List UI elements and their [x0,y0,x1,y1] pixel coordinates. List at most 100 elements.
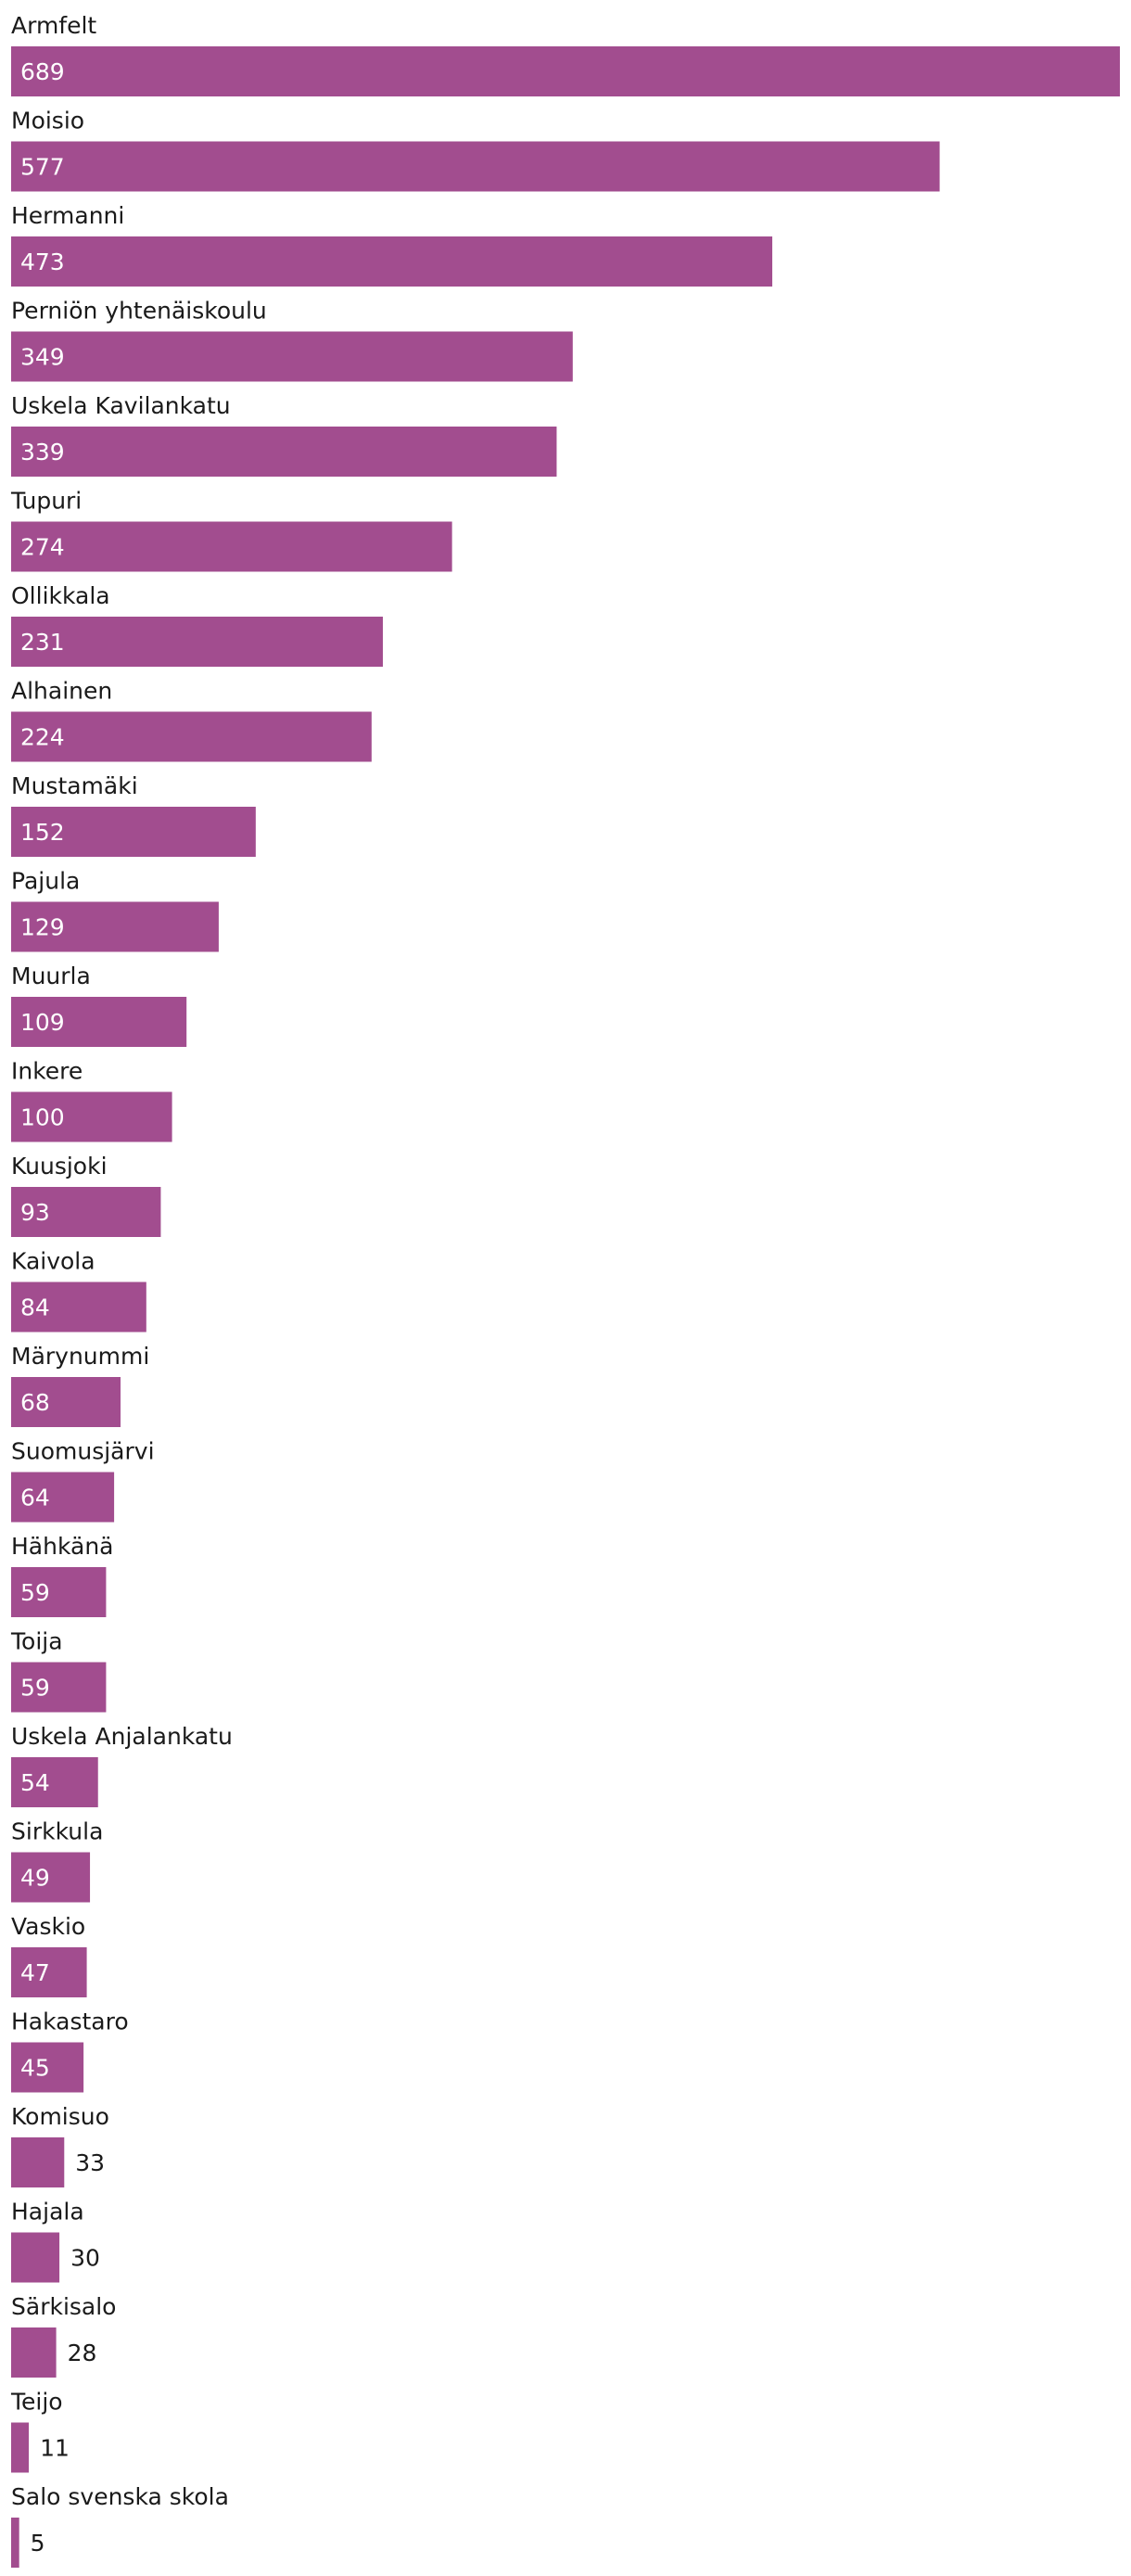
category-label: Hakastaro [11,2009,129,2035]
value-label: 577 [20,154,65,181]
bar [11,1947,87,1997]
bar [11,2327,57,2378]
bar-group: Hakastaro 45 [11,2009,129,2093]
category-label: Kaivola [11,1248,95,1275]
category-label: Alhainen [11,678,112,705]
bar [11,521,452,572]
value-label: 28 [68,2340,97,2366]
bar-group: Suomusjärvi 64 [11,1438,155,1523]
category-label: Toija [10,1628,63,1655]
bar-group: Hermanni 473 [11,202,773,287]
category-label: Inkere [11,1058,83,1085]
bar-group: Kuusjoki 93 [11,1153,161,1237]
bar [11,901,219,952]
value-label: 54 [20,1769,50,1796]
category-label: Mustamäki [11,772,138,799]
bar [11,997,187,1047]
bar-group: Teijo 11 [10,2389,70,2473]
value-label: 33 [75,2149,105,2176]
bar-group: Ollikkala 231 [11,582,383,667]
category-label: Suomusjärvi [11,1438,155,1465]
bar-group: Pajula 129 [11,868,219,952]
bar-group: Perniön yhtenäiskoulu 349 [11,298,573,382]
category-label: Uskela Kavilankatu [11,392,231,419]
bar-group: Inkere 100 [11,1058,172,1142]
category-label: Salo svenska skola [11,2483,229,2510]
category-label: Särkisalo [11,2293,116,2320]
value-label: 45 [20,2055,50,2082]
category-label: Sirkkula [11,1818,103,1845]
category-label: Ollikkala [11,582,110,609]
bar-group: Kaivola 84 [11,1248,146,1333]
bar-group: Komisuo 33 [11,2103,109,2187]
bar-group: Särkisalo 28 [11,2293,116,2378]
bar-group: Salo svenska skola 5 [11,2483,229,2568]
bar-group: Moisio 577 [11,108,940,192]
bar [11,1567,107,1617]
bar [11,427,557,477]
bar [11,2422,30,2473]
category-label: Hermanni [11,202,124,229]
value-label: 109 [20,1009,65,1036]
category-label: Perniön yhtenäiskoulu [11,298,267,325]
value-label: 11 [40,2435,70,2462]
category-label: Kuusjoki [11,1153,108,1180]
bar [11,2042,84,2093]
bar [11,141,940,192]
bar [11,1662,107,1713]
bar [11,1377,121,1427]
category-label: Teijo [10,2389,63,2416]
bar-group: Vaskio 47 [11,1913,87,1997]
value-label: 49 [20,1865,50,1892]
bars-layer: Armfelt 689 Moisio 577 Hermanni 473 Perniön yh… [10,12,1120,2568]
bar-group: Uskela Kavilankatu 339 [11,392,557,477]
bar [11,46,1120,96]
category-label: Märynummi [11,1343,149,1370]
value-label: 231 [20,629,65,656]
bar [11,1852,91,1903]
value-label: 59 [20,1579,50,1606]
bar [11,236,773,287]
bar-group: Sirkkula 49 [11,1818,103,1903]
bar-group: Tupuri 274 [10,488,452,572]
category-label: Komisuo [11,2103,109,2130]
bar [11,331,573,382]
bar-group: Uskela Anjalankatu 54 [11,1723,233,1807]
bar [11,1091,172,1142]
category-label: Vaskio [11,1913,85,1940]
bar-group: Toija 59 [10,1628,107,1713]
bar [11,1757,98,1807]
value-label: 93 [20,1199,50,1226]
value-label: 47 [20,1959,50,1986]
value-label: 129 [20,914,65,941]
bar [11,1187,161,1237]
value-label: 473 [20,249,65,275]
bar-group: Muurla 109 [11,963,187,1047]
value-label: 152 [20,819,65,846]
value-label: 64 [20,1485,50,1511]
bar [11,2232,60,2283]
bar [11,1282,146,1333]
bar [11,807,256,857]
bar [11,711,372,762]
value-label: 30 [70,2245,100,2272]
bar [11,617,383,667]
category-label: Moisio [11,108,84,134]
value-label: 689 [20,58,65,85]
value-label: 224 [20,724,65,751]
value-label: 349 [20,344,65,371]
value-label: 84 [20,1294,50,1321]
bar [11,2518,19,2568]
category-label: Muurla [11,963,91,989]
bar-group: Märynummi 68 [11,1343,149,1427]
bar [11,2137,65,2187]
value-label: 59 [20,1675,50,1702]
bar [11,1472,115,1523]
bar-group: Armfelt 689 [11,12,1120,96]
category-label: Uskela Anjalankatu [11,1723,233,1750]
bar-group: Hajala 30 [11,2199,100,2283]
category-label: Pajula [11,868,80,895]
bar-group: Mustamäki 152 [11,772,256,857]
category-label: Hähkänä [11,1533,114,1560]
